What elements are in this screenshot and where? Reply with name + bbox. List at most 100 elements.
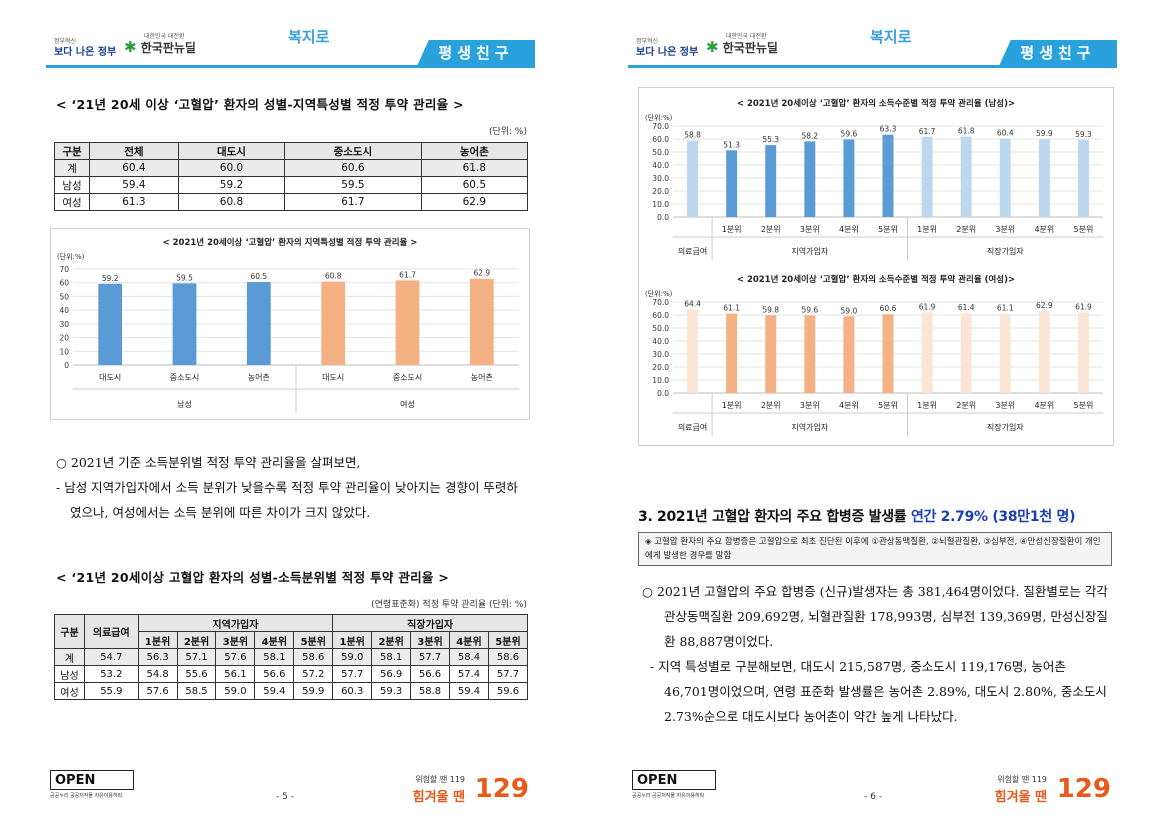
data-label: 60.5 xyxy=(250,272,267,281)
hotline-big-text: 힘겨울 땐 xyxy=(994,790,1047,805)
bar xyxy=(98,283,123,365)
open-box: OPEN xyxy=(632,770,716,790)
table1-header-cell: 농어촌 xyxy=(420,142,529,160)
bar xyxy=(843,316,855,393)
gov-logo-text: 보다 나은 정부 xyxy=(636,47,699,58)
bar xyxy=(882,314,894,393)
bar xyxy=(246,282,271,365)
data-label: 61.9 xyxy=(1075,303,1092,312)
table-cell: 58.8 xyxy=(410,682,450,700)
data-label: 62.9 xyxy=(473,269,490,278)
table1-unit: (단위: %) xyxy=(488,127,527,137)
page-6: 정부혁신 보다 나은 정부 대한민국 대전환 ✱ 한국판뉴딜 복지로 평생친구 … xyxy=(582,0,1163,820)
row-label: 남성 xyxy=(53,665,86,683)
page-header: 정부혁신 보다 나은 정부 대한민국 대전환 ✱ 한국판뉴딜 복지로 평생친구 xyxy=(628,24,1117,70)
x-tick-label: 3분위 xyxy=(995,401,1015,410)
hotline-big-text: 힘겨울 땐 xyxy=(412,790,465,805)
bar xyxy=(1077,312,1089,393)
bar xyxy=(687,309,699,393)
group-label: 남성 xyxy=(177,400,192,409)
table1-title: < ‘21년 20세 이상 ‘고혈압’ 환자의 성별-지역특성별 적정 투약 관… xyxy=(56,97,464,112)
table-cell: 53.2 xyxy=(84,665,139,683)
table-cell: 55.6 xyxy=(176,665,217,683)
x-tick-label: 중소도시 xyxy=(393,373,422,382)
open-box: OPEN xyxy=(50,770,134,790)
table-cell: 54.7 xyxy=(84,648,139,666)
gov-logo-text: 보다 나은 정부 xyxy=(54,47,117,58)
newdeal-logo-text: 한국판뉴딜 xyxy=(140,41,196,55)
y-tick-label: 0.0 xyxy=(657,213,669,222)
table-cell: 60.3 xyxy=(332,682,373,700)
y-tick-label: 50.0 xyxy=(652,324,669,333)
table-cell: 58.5 xyxy=(176,682,217,700)
quintile-header-cell: 1분위 xyxy=(332,631,373,649)
col-medical-aid: 의료급여 xyxy=(84,614,139,649)
table-cell: 61.3 xyxy=(89,193,179,211)
bar xyxy=(172,283,197,365)
group-label: 직장가입자 xyxy=(987,246,1024,256)
table-cell: 57.6 xyxy=(215,648,256,666)
chart-group: < 2021년 20세이상 ‘고혈압’ 환자의 소득수준별 적정 투약 관리율 … xyxy=(645,274,1103,436)
newdeal-logo-text: 한국판뉴딜 xyxy=(722,41,778,55)
data-label: 58.2 xyxy=(801,131,818,140)
table-cell: 59.6 xyxy=(487,682,529,700)
col-group-work: 직장가입자 xyxy=(332,614,528,632)
bar xyxy=(804,315,816,393)
charts-income-quintile: < 2021년 20세이상 ‘고혈압’ 환자의 소득수준별 적정 투약 관리율 … xyxy=(638,87,1114,446)
table-cell: 58.6 xyxy=(293,648,334,666)
header-banner: 평생친구 xyxy=(999,40,1117,66)
bar xyxy=(960,136,972,217)
table-cell: 58.4 xyxy=(449,648,489,666)
x-tick-label: 2분위 xyxy=(956,225,976,234)
heading-highlight-text: 연간 2.79% (38만1천 명) xyxy=(910,509,1076,525)
gov-logo-small-text: 정부혁신 xyxy=(636,38,659,45)
header-banner: 평생친구 xyxy=(417,40,535,66)
table1-header-cell: 중소도시 xyxy=(284,142,422,160)
table-cell: 60.4 xyxy=(89,159,179,177)
data-label: 61.1 xyxy=(997,304,1014,313)
page-number: - 6 - xyxy=(864,792,882,802)
x-tick-label: 5분위 xyxy=(1074,401,1094,410)
x-tick-label: 4분위 xyxy=(839,225,859,234)
row-label: 계 xyxy=(53,648,86,666)
bar xyxy=(765,145,777,217)
group-label: 여성 xyxy=(400,399,415,409)
data-label: 59.5 xyxy=(176,273,193,282)
complication-para-2: - 지역 특성별로 구분해보면, 대도시 215,587명, 중소도시 119,… xyxy=(650,659,1107,724)
data-label: 55.3 xyxy=(762,135,779,144)
bokjiro-logo: 복지로 xyxy=(870,28,912,46)
table-cell: 54.8 xyxy=(137,665,178,683)
page-number: - 5 - xyxy=(276,792,294,802)
group-label: 지역가입자 xyxy=(791,246,828,256)
table-cell: 계 xyxy=(54,159,90,177)
col-group: 구분 xyxy=(53,614,86,649)
chart-title: < 2021년 20세이상 ‘고혈압’ 환자의 소득수준별 적정 투약 관리율 … xyxy=(737,274,1015,285)
open-text: OPEN xyxy=(55,773,96,788)
group-label: 지역가입자 xyxy=(791,422,828,432)
x-tick-label: 5분위 xyxy=(1074,225,1094,234)
table-cell: 59.9 xyxy=(293,682,334,700)
x-tick-label: 대도시 xyxy=(322,373,344,382)
data-label: 59.0 xyxy=(841,306,858,315)
data-label: 62.9 xyxy=(1036,301,1053,310)
table-row: 남성 53.2 54.8 55.6 56.1 56.6 57.2 57.7 56.9 56.6 57… xyxy=(53,665,529,683)
data-label: 60.6 xyxy=(880,304,897,313)
hotline-number: 129 xyxy=(474,774,529,804)
chart-unit-label: (단위:%) xyxy=(645,113,673,122)
table-cell: 56.6 xyxy=(410,665,450,683)
bar xyxy=(960,313,972,393)
complication-definition-note: ◈ 고혈압 환자의 주요 합병증은 고혈압으로 최초 진단된 이후에 ①관상동맥… xyxy=(638,532,1112,566)
newdeal-logo-small-text: 대한민국 대전환 xyxy=(726,33,767,40)
table-row: 여성 55.9 57.6 58.5 59.0 59.4 59.9 60.3 59.3 58.8 59… xyxy=(53,682,529,700)
table-cell: 58.1 xyxy=(254,648,295,666)
bar xyxy=(321,281,346,365)
bokjiro-logo: 복지로 xyxy=(288,28,330,46)
data-label: 61.7 xyxy=(399,270,416,279)
bar xyxy=(726,313,738,393)
data-label: 64.4 xyxy=(684,299,701,308)
data-label: 60.4 xyxy=(997,128,1014,137)
y-tick-label: 30.0 xyxy=(652,350,669,359)
summary-dash-text: - 남성 지역가입자에서 소득 분위가 낮을수록 적정 투약 관리율이 낮아지는… xyxy=(56,480,518,520)
region-management-rate-table: 구분 전체 대도시 중소도시 농어촌 계 60.4 60.0 60.6 61.8 남성 59.4 59… xyxy=(54,142,529,211)
x-tick-label: 1분위 xyxy=(917,401,937,410)
